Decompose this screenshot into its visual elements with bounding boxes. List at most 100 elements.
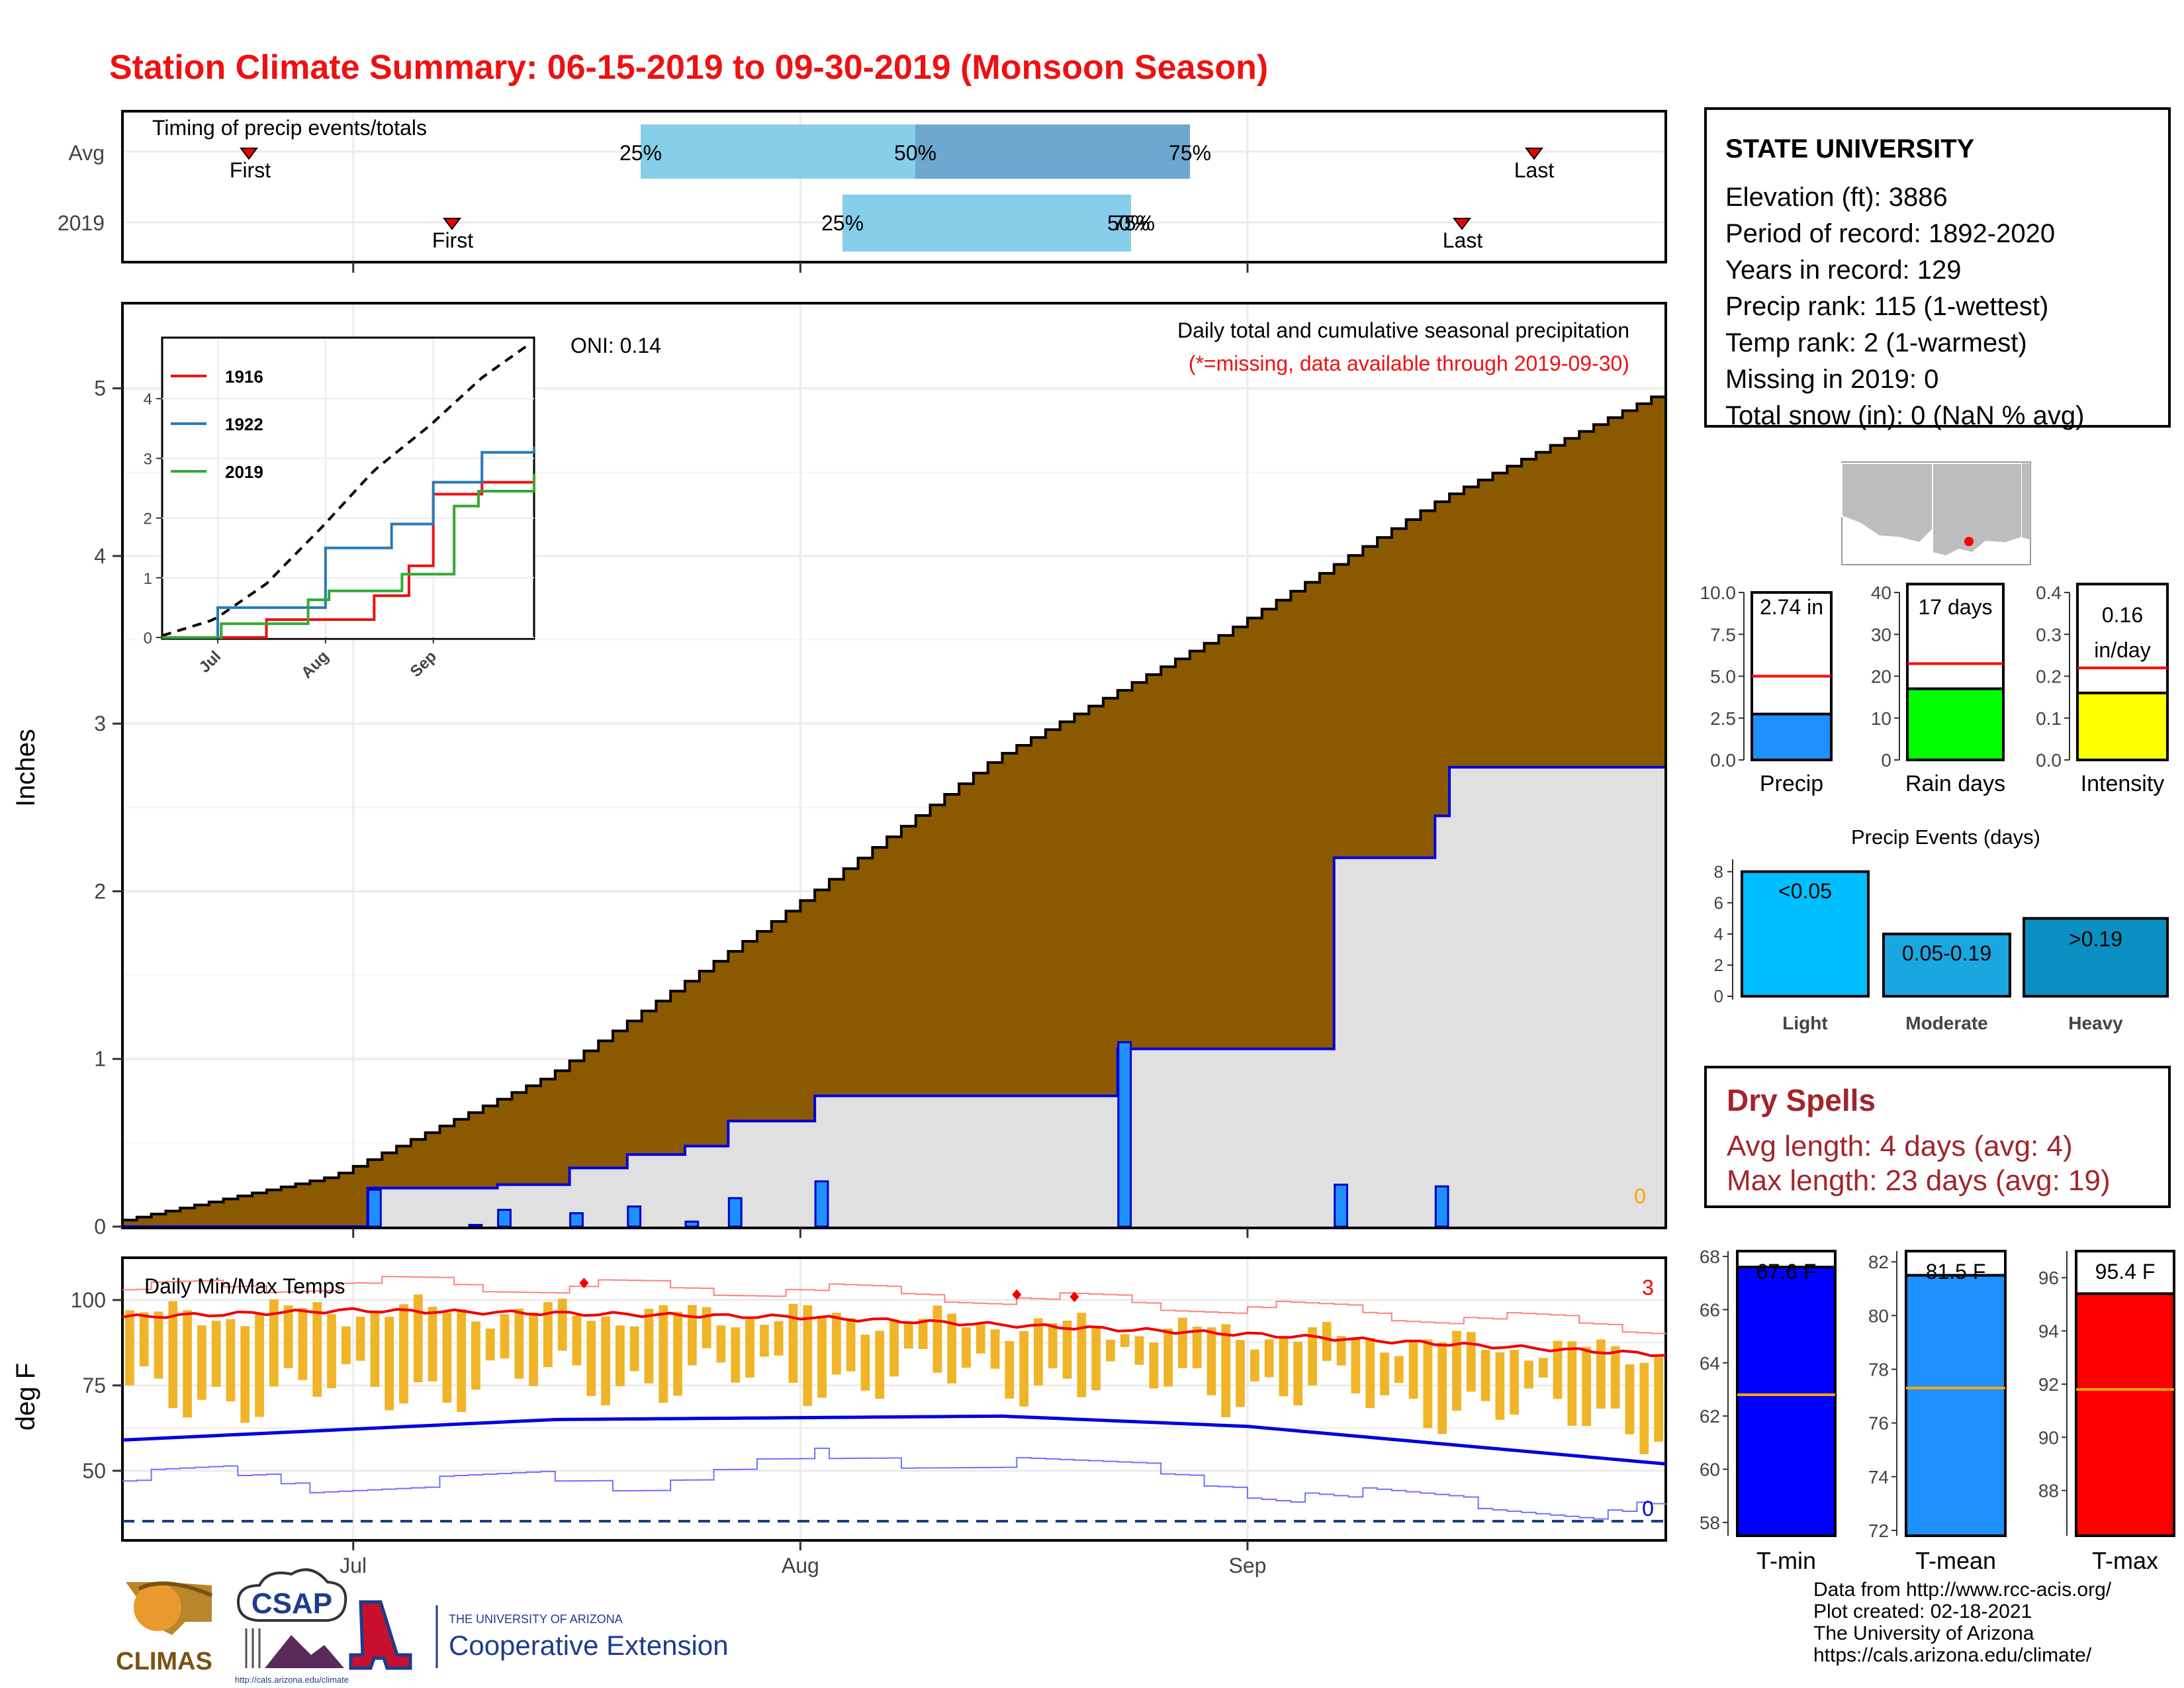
precip-ytick-label: 4: [94, 544, 106, 568]
temp-box-ytick-label: 62: [1700, 1406, 1720, 1427]
daily-precip-bar: [468, 1223, 483, 1228]
daily-temp-bar: [1336, 1336, 1346, 1366]
daily-temp-bar: [962, 1327, 971, 1368]
credit-line-data: Data from http://www.rcc-acis.org/: [1813, 1579, 2112, 1601]
daily-temp-bar: [500, 1314, 510, 1359]
y2019-p50-label: 50%: [1107, 211, 1150, 235]
daily-temp-bar: [1582, 1346, 1592, 1427]
avg-p50-label: 50%: [894, 141, 936, 165]
temp-box-ytick-label: 92: [2038, 1374, 2059, 1395]
timing-2019-25-75-bar: [842, 195, 1131, 252]
daily-temp-bar: [601, 1316, 611, 1405]
mini-bar-ytick-label: 5.0: [1710, 667, 1736, 687]
events-bar-label: <0.05: [1778, 879, 1832, 903]
daily-temp-bar: [1567, 1341, 1577, 1426]
daily-temp-bar: [1034, 1318, 1043, 1386]
events-ytick-label: 4: [1714, 924, 1723, 944]
daily-temp-bar: [1264, 1339, 1274, 1378]
daily-temp-bar: [1005, 1340, 1015, 1399]
inset-legend-label: 2019: [225, 462, 263, 482]
temp-box-label: T-mean: [1915, 1547, 1996, 1574]
timing-title: Timing of precip events/totals: [152, 116, 427, 140]
page-title: Station Climate Summary: 06-15-2019 to 0…: [109, 48, 1269, 87]
temp-box-ytick-label: 72: [1868, 1521, 1889, 1541]
temp-box-value: [1736, 1266, 1837, 1538]
daily-temp-bar: [1654, 1357, 1663, 1442]
daily-precip-bar: [569, 1212, 584, 1228]
daily-precip-bar: [727, 1197, 743, 1228]
events-category-label: Moderate: [1905, 1013, 1987, 1033]
temp-xtick-label: Aug: [782, 1554, 819, 1577]
daily-temp-bar: [1192, 1327, 1202, 1368]
daily-temp-bar: [471, 1321, 480, 1390]
season-2019-cumulative-line: [122, 766, 1666, 1228]
record-min-count: 0: [1642, 1497, 1654, 1521]
daily-temp-bar: [1625, 1364, 1635, 1434]
daily-precip-bar: [684, 1220, 700, 1228]
daily-temp-bar: [1408, 1341, 1418, 1399]
mini-bar-label: Precip: [1760, 771, 1823, 796]
events-ytick-label: 2: [1714, 955, 1723, 975]
dry-spells-avg: Avg length: 4 days (avg: 4): [1727, 1130, 2073, 1162]
station-missing: Missing in 2019: 0: [1725, 365, 1939, 394]
avg-p75-label: 75%: [1169, 141, 1211, 165]
daily-temp-bar: [1236, 1340, 1245, 1407]
temp-box-ytick-label: 66: [1700, 1299, 1720, 1320]
daily-temp-bar: [211, 1321, 221, 1387]
daily-temp-bar: [485, 1329, 495, 1361]
y2019-first-marker: [443, 218, 461, 230]
daily-temp-range-bars: [125, 1294, 1663, 1454]
daily-temp-bar: [644, 1309, 654, 1383]
temp-box-value-label: 67.6 F: [1756, 1260, 1817, 1284]
daily-temp-bar: [1206, 1327, 1216, 1395]
precip-ytick-label: 0: [94, 1215, 106, 1239]
timing-avg-50-75-bar: [915, 124, 1190, 179]
daily-temp-bar: [659, 1305, 668, 1403]
temp-ylabel: deg F: [11, 1363, 40, 1430]
events-bar: [1882, 932, 2011, 998]
daily-temp-bar: [269, 1299, 279, 1387]
daily-temp-bar: [716, 1325, 726, 1363]
temp-box-label: T-min: [1756, 1547, 1816, 1574]
avg-cumulative-area: [121, 393, 1667, 1228]
daily-temp-bar: [428, 1307, 437, 1382]
credit-line-university: The University of Arizona: [1813, 1622, 2034, 1644]
daily-temp-bar: [298, 1307, 308, 1380]
daily-temp-bar: [514, 1308, 524, 1379]
mini-bar-value-label: 17 days: [1918, 595, 1992, 619]
events-category-label: Heavy: [2068, 1013, 2123, 1033]
y2019-last-marker: [1453, 218, 1471, 230]
daily-temp-bar: [831, 1313, 841, 1375]
temp-xtick-label: Sep: [1228, 1554, 1266, 1577]
events-bar: [1741, 870, 1870, 998]
mini-bar-value-label: 2.74 in: [1760, 595, 1823, 619]
daily-temp-bar: [255, 1314, 264, 1417]
events-category-label: Light: [1782, 1013, 1827, 1033]
daily-temp-bar: [168, 1301, 178, 1409]
mini-bar-ytick-label: 20: [1871, 667, 1891, 687]
daily-temp-bar: [1134, 1336, 1144, 1365]
temp-box-ytick-label: 74: [1868, 1467, 1889, 1487]
daily-temp-bar: [399, 1304, 408, 1404]
daily-temp-bar: [774, 1321, 784, 1356]
y2019-p75-label: 75%: [1113, 211, 1155, 235]
daily-temp-bar: [183, 1310, 192, 1418]
mini-bar-ytick-label: 0.1: [2036, 708, 2062, 729]
dry-spells-title: Dry Spells: [1727, 1083, 1876, 1117]
csap-logo: CSAP http://cals.arizona.edu/climate: [235, 1568, 349, 1685]
events-bar: [2023, 917, 2169, 998]
daily-temp-bar: [817, 1316, 827, 1398]
daily-temp-bar: [803, 1305, 813, 1407]
mini-bar-ytick-label: 7.5: [1710, 624, 1736, 645]
daily-temp-bar: [1279, 1338, 1289, 1397]
temp-box-ytick-label: 82: [1868, 1252, 1889, 1272]
events-ytick-label: 0: [1714, 986, 1723, 1006]
oni-label: ONI: 0.14: [570, 334, 661, 357]
daily-temp-bar: [154, 1311, 163, 1379]
temp-box-ytick-label: 64: [1700, 1353, 1720, 1374]
precip-note-2: (*=missing, data available through 2019-…: [1189, 352, 1629, 375]
inset-legend-label: 1922: [225, 414, 263, 434]
station-period: Period of record: 1892-2020: [1725, 219, 2056, 248]
